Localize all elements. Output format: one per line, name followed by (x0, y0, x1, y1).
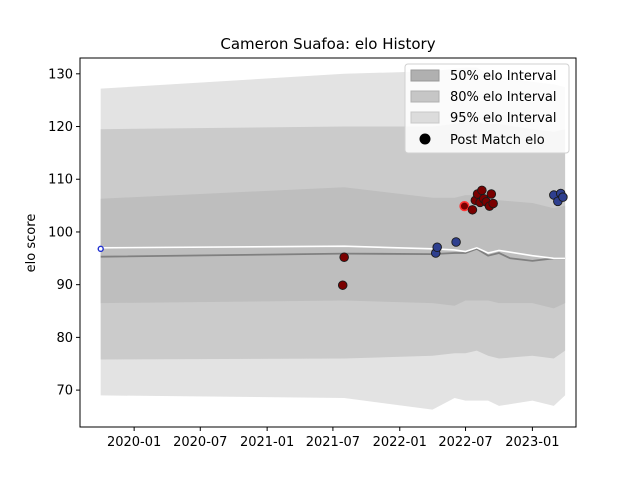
band-50-interval (100, 187, 566, 309)
chart-title: Cameron Suafoa: elo History (220, 35, 435, 53)
post-match-elo-point (558, 192, 568, 202)
axes-frame (79, 57, 577, 428)
post-match-elo-point (488, 198, 498, 209)
legend-label-50: 50% elo Interval (450, 69, 557, 84)
x-tick-label: 2021-07 (306, 435, 360, 450)
post-match-elo-point (486, 189, 497, 199)
post-match-elo-line (100, 245, 566, 260)
post-match-elo-point (451, 237, 461, 247)
post-match-elo-point (477, 185, 487, 196)
post-match-elo-point (339, 252, 349, 263)
x-tick-label: 2023-01 (505, 435, 559, 450)
legend-label-post-match: Post Match elo (450, 133, 545, 148)
y-tick-label: 120 (48, 120, 73, 135)
y-tick-label: 70 (56, 384, 73, 399)
legend-swatch-95 (410, 111, 440, 124)
y-tick-label: 130 (48, 67, 73, 82)
legend-box (404, 63, 570, 154)
post-match-elo-point (337, 280, 348, 290)
x-tick-label: 2020-01 (107, 435, 161, 450)
post-match-elo-point (432, 242, 442, 252)
legend: 50% elo Interval 80% elo Interval 95% el… (404, 63, 570, 154)
x-tick-label: 2020-07 (173, 435, 227, 450)
x-tick-label: 2022-01 (373, 435, 427, 450)
y-axis-label: elo score (24, 214, 39, 273)
post-match-elo-point (467, 205, 478, 215)
mean-elo-line (100, 247, 566, 262)
axis-ticks: 70 80 90 100 110 120 130 2020-01 2020-07 2021-01 2… (48, 67, 559, 450)
y-tick-label: 100 (48, 225, 73, 240)
y-tick-label: 80 (56, 331, 73, 346)
post-match-elo-point (97, 245, 104, 253)
post-match-elo-point (459, 201, 470, 212)
y-tick-label: 90 (56, 278, 73, 293)
legend-swatch-50 (410, 69, 440, 82)
legend-label-80: 80% elo Interval (450, 90, 557, 105)
legend-swatch-80 (410, 90, 440, 103)
legend-marker-post-match (419, 133, 431, 145)
x-tick-label: 2022-07 (438, 435, 492, 450)
legend-label-95: 95% elo Interval (450, 111, 557, 126)
y-tick-label: 110 (48, 173, 73, 188)
x-tick-label: 2021-01 (240, 435, 294, 450)
